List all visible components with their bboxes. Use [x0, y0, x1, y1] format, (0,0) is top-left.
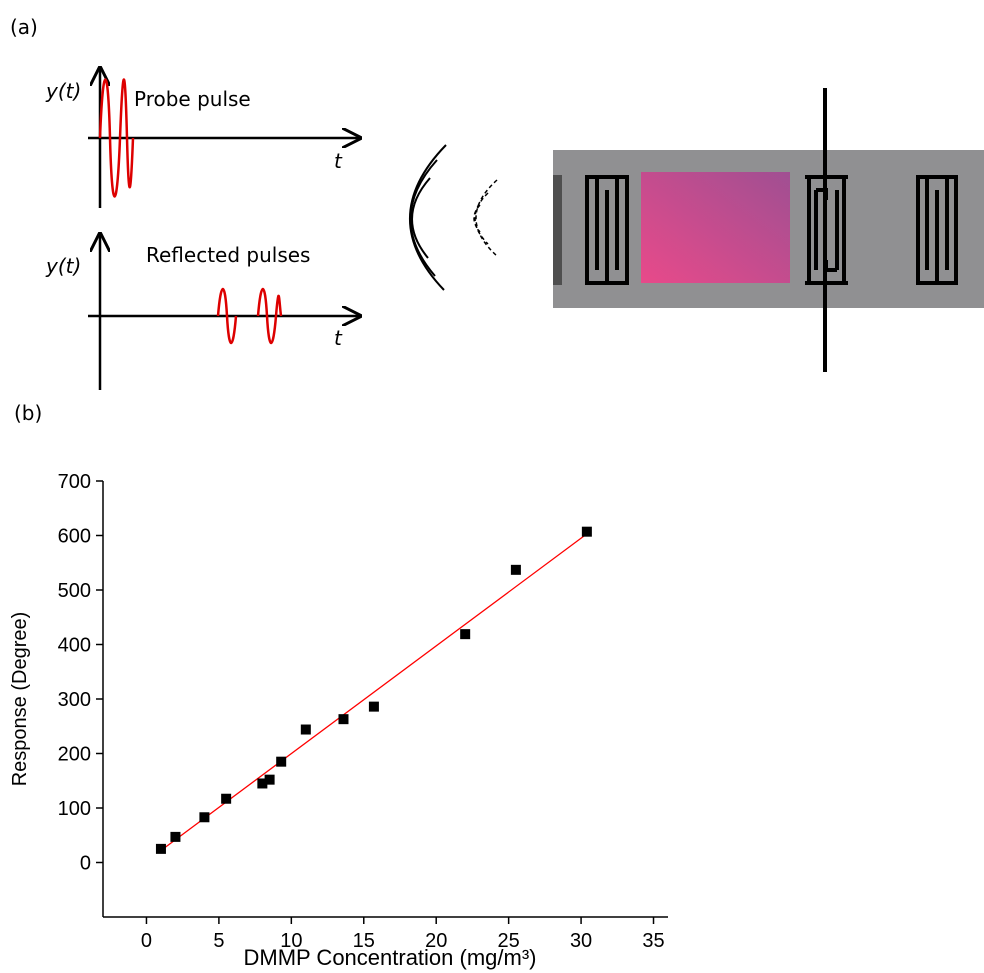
data-point [170, 831, 181, 842]
x-tick-label: 35 [642, 930, 664, 952]
x-tick-label: 5 [213, 930, 224, 952]
fit-line [160, 533, 588, 852]
panel-label: (b) [14, 401, 42, 425]
y-tick-label: 100 [58, 798, 91, 820]
y-tick-label: 400 [58, 635, 91, 657]
y-tick-label: 500 [58, 580, 91, 602]
data-point [257, 778, 268, 789]
y-tick-label: 200 [58, 744, 91, 766]
data-point [581, 526, 592, 537]
data-point [460, 629, 471, 640]
y-tick-label: 700 [58, 471, 91, 493]
axis-label: t [334, 326, 343, 350]
x-tick-label: 10 [280, 930, 302, 952]
data-point [155, 843, 166, 854]
y-tick-label: 600 [58, 526, 91, 548]
data-point [221, 793, 232, 804]
data-point [510, 564, 521, 575]
data-point [276, 756, 287, 767]
x-tick-label: 30 [570, 930, 592, 952]
plot-title: Probe pulse [134, 87, 251, 111]
x-axis-title: DMMP Concentration (mg/m³) [244, 945, 537, 970]
data-point [338, 714, 349, 725]
data-point [300, 724, 311, 735]
y-tick-label: 300 [58, 689, 91, 711]
y-axis-title: Response (Degree) [9, 612, 31, 787]
data-point [199, 812, 210, 823]
probe-plot [88, 68, 360, 208]
plot-title: Reflected pulses [146, 243, 310, 267]
x-tick-label: 20 [425, 930, 447, 952]
data-point [368, 701, 379, 712]
data-point [264, 774, 275, 785]
probe-pulse [98, 78, 135, 198]
x-tick-label: 0 [141, 930, 152, 952]
reflected-plot [88, 234, 360, 390]
y-tick-label: 0 [80, 853, 91, 875]
panel-label: (a) [10, 15, 38, 39]
axis-label: y(t) [45, 79, 81, 103]
waves [409, 144, 498, 291]
saw-device [553, 88, 984, 372]
reflected-pulse [216, 288, 283, 344]
axis-label: y(t) [45, 254, 81, 278]
x-tick-label: 25 [498, 930, 520, 952]
x-tick-label: 15 [353, 930, 375, 952]
axis-label: t [334, 149, 343, 173]
scatter-chart: DMMP Concentration (mg/m³) Response (Deg… [9, 471, 668, 970]
